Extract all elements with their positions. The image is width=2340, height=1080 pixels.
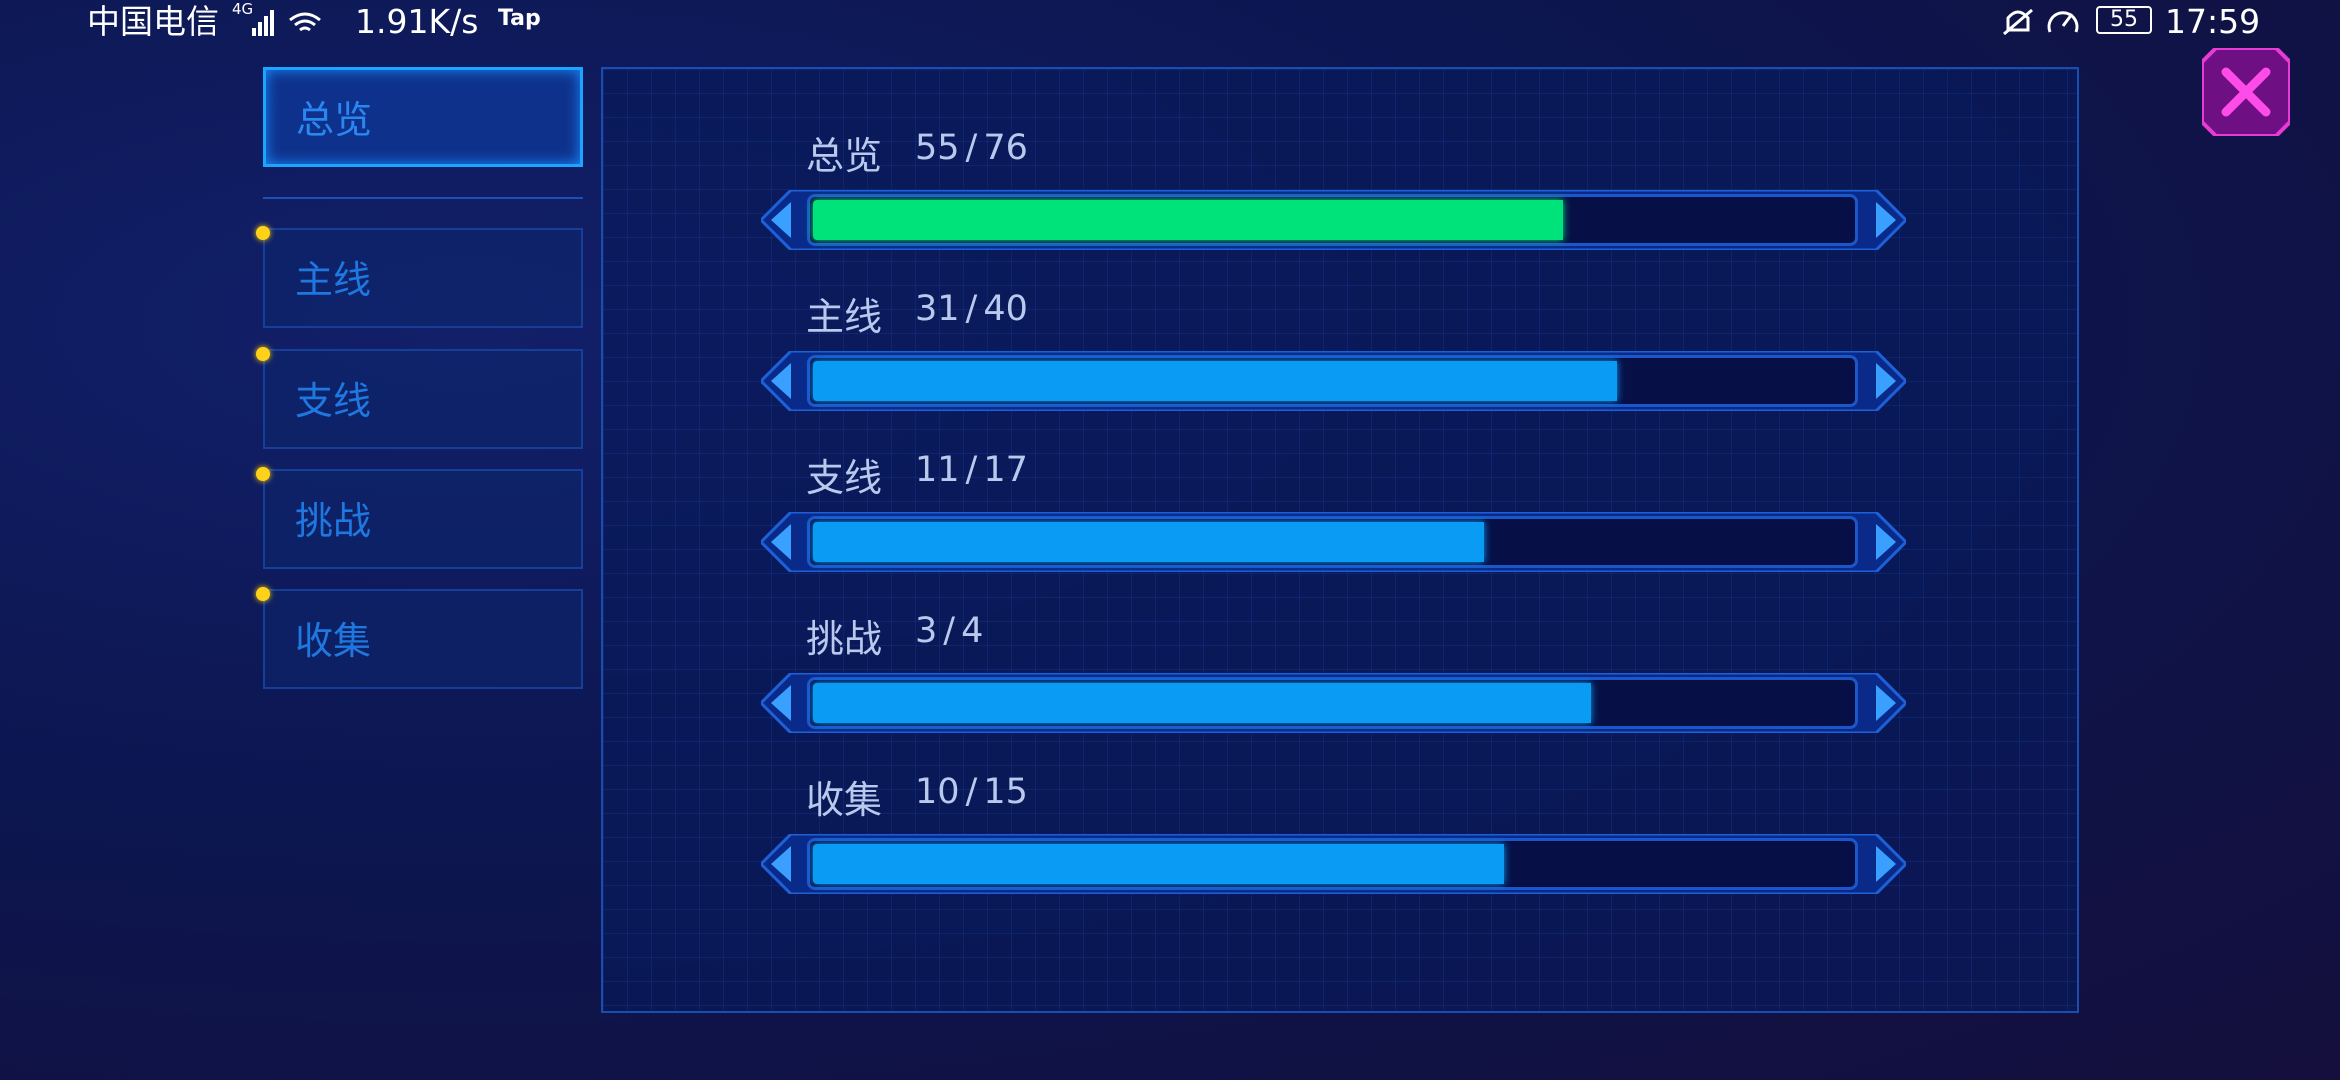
network: 4G — [232, 0, 254, 18]
signal-icons — [252, 10, 321, 36]
count-total: 4 — [961, 611, 984, 651]
bar-fill — [813, 361, 1617, 401]
row-count: 11/17 — [915, 450, 1028, 490]
count-current: 55 — [915, 128, 960, 168]
row-count: 31/40 — [915, 289, 1028, 329]
row-label: 支线 — [806, 456, 883, 500]
count-separator: / — [965, 450, 978, 490]
clock: 17:59 — [2165, 2, 2261, 41]
count-separator: / — [943, 611, 956, 651]
speed: 1.91K/s — [355, 2, 479, 41]
count-separator: / — [965, 128, 978, 168]
count-total: 76 — [983, 128, 1028, 168]
divider — [263, 197, 583, 199]
notification-dot — [256, 587, 270, 601]
bar-fill — [813, 844, 1505, 884]
count-current: 31 — [915, 289, 960, 329]
count-separator: / — [965, 289, 978, 329]
count-current: 3 — [915, 611, 938, 651]
battery: 55 — [2096, 6, 2152, 34]
row-label: 挑战 — [806, 617, 883, 661]
row-label: 总览 — [806, 134, 883, 178]
count-total: 40 — [983, 289, 1028, 329]
tab[interactable]: 主线 — [263, 228, 583, 328]
close-button[interactable] — [2202, 48, 2290, 136]
count-current: 10 — [915, 772, 960, 812]
row-label: 收集 — [806, 778, 883, 822]
row-count: 55/76 — [915, 128, 1028, 168]
count-total: 17 — [983, 450, 1028, 490]
count-separator: / — [965, 772, 978, 812]
row-count: 3/4 — [915, 611, 983, 651]
tab[interactable]: 收集 — [263, 589, 583, 689]
notification-dot — [256, 347, 270, 361]
row-label: 主线 — [806, 295, 883, 339]
count-current: 11 — [915, 450, 960, 490]
tab[interactable]: 挑战 — [263, 469, 583, 569]
app-icon: Tap — [498, 6, 541, 31]
tab[interactable]: 总览 — [263, 67, 583, 167]
carrier: 中国电信 — [87, 2, 219, 41]
bar-fill — [813, 522, 1484, 562]
count-total: 15 — [983, 772, 1028, 812]
notification-dot — [256, 226, 270, 240]
tab[interactable]: 支线 — [263, 349, 583, 449]
bar-fill — [813, 200, 1564, 240]
row-count: 10/15 — [915, 772, 1028, 812]
notification-dot — [256, 467, 270, 481]
status-icons — [2003, 8, 2079, 36]
bar-fill — [813, 683, 1591, 723]
